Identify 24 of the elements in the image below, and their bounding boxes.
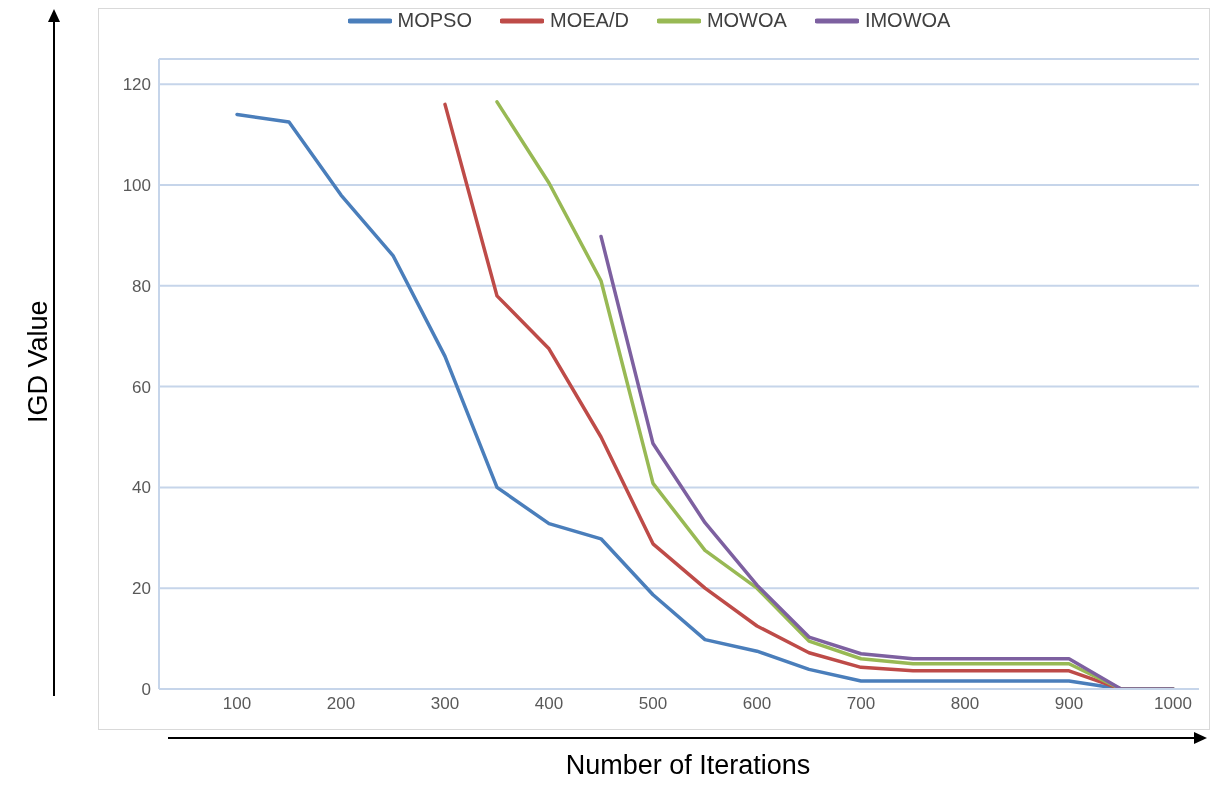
x-tick-label: 1000	[1154, 694, 1192, 714]
y-tick-label: 80	[132, 276, 151, 296]
legend-label: IMOWOA	[864, 9, 951, 32]
x-tick-label: 200	[326, 694, 356, 714]
x-tick-label: 300	[430, 694, 460, 714]
line-series	[599, 234, 1175, 689]
x-axis-title: Number of Iterations	[564, 750, 812, 781]
y-tick-label: 60	[132, 377, 151, 397]
x-tick-label: 800	[950, 694, 980, 714]
x-tick-label: 400	[534, 694, 564, 714]
y-tick-label: 100	[122, 176, 151, 196]
x-tick-label: 500	[638, 694, 668, 714]
y-tick-label: 120	[122, 75, 151, 95]
y-axis-title: IGD Value	[23, 300, 53, 423]
y-tick-label: 40	[132, 478, 151, 498]
x-tick-label: 100	[222, 694, 252, 714]
legend-label: MOPSO	[397, 9, 472, 32]
legend-label: MOWOA	[706, 9, 787, 32]
x-tick-label: 900	[1054, 694, 1084, 714]
y-tick-label: 20	[132, 579, 151, 599]
legend-label: MOEA/D	[550, 9, 629, 32]
x-tick-label: 700	[846, 694, 876, 714]
y-tick-label: 0	[141, 680, 151, 700]
x-tick-label: 600	[742, 694, 772, 714]
